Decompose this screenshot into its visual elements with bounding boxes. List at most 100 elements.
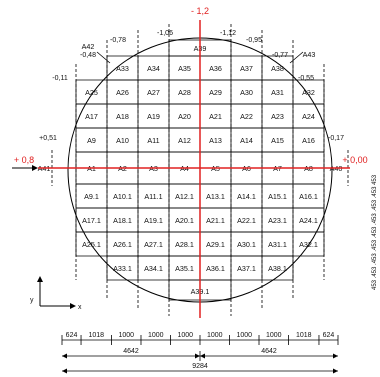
cell-label-row3: A32 bbox=[302, 88, 315, 97]
cell-label-row4: A22 bbox=[240, 112, 253, 121]
offset-right: -0,17 bbox=[328, 135, 344, 142]
cell-label-row2: A34 bbox=[147, 64, 160, 73]
x-axis-arrowhead bbox=[70, 303, 76, 309]
dimension-arrowhead bbox=[333, 353, 338, 359]
cell-label-row7: A14.1 bbox=[237, 192, 256, 201]
cell-label-row8: A22.1 bbox=[237, 216, 256, 225]
cell-label-row4: A20 bbox=[178, 112, 191, 121]
dimension-label-row1: 1000 bbox=[177, 332, 193, 339]
cell-label-row7: A11.1 bbox=[144, 192, 162, 201]
cell-label-row3: A25 bbox=[85, 88, 98, 97]
cell-label-row9: A27.1 bbox=[144, 240, 163, 249]
dimension-label-row1: 1018 bbox=[88, 332, 104, 339]
offset-left-red: + 0,8 bbox=[14, 155, 34, 165]
cell-label-row3: A29 bbox=[209, 88, 222, 97]
cell-label-corner-right: A43 bbox=[303, 50, 316, 59]
offset-upper-right-3: -0,55 bbox=[298, 75, 314, 82]
dimension-label-row2: 4642 bbox=[261, 348, 277, 355]
cell-label-row10: A34.1 bbox=[144, 264, 163, 273]
cell-label-row5: A11 bbox=[147, 136, 159, 145]
dimension-label-row1: 624 bbox=[66, 332, 78, 339]
dimension-label-row1: 1000 bbox=[148, 332, 164, 339]
cell-label-row3: A31 bbox=[271, 88, 284, 97]
cell-label-row4: A24 bbox=[302, 112, 315, 121]
cell-label-row7: A16.1 bbox=[299, 192, 318, 201]
dimension-label-row1: 624 bbox=[323, 332, 335, 339]
cell-label-corner-left: A42 bbox=[82, 42, 95, 51]
y-axis-arrowhead bbox=[37, 276, 43, 282]
cell-label-row4: A23 bbox=[271, 112, 284, 121]
cell-label-row3: A30 bbox=[240, 88, 253, 97]
dimension-label-row1: 1000 bbox=[118, 332, 134, 339]
offset-upper-left-2: -0,48 bbox=[80, 52, 96, 59]
dimension-label-row2: 4642 bbox=[123, 348, 139, 355]
cell-label-row2: A35 bbox=[178, 64, 191, 73]
cell-label-row10: A36.1 bbox=[206, 264, 225, 273]
offset-upper-left-1: -0,78 bbox=[110, 37, 126, 44]
cell-label-row8: A20.1 bbox=[175, 216, 194, 225]
cell-label-row2: A36 bbox=[209, 64, 222, 73]
cell-label-row8: A23.1 bbox=[268, 216, 287, 225]
cell-label-row3: A27 bbox=[147, 88, 160, 97]
cell-label-row3: A28 bbox=[178, 88, 191, 97]
dimension-arrowhead bbox=[200, 353, 205, 359]
cell-label-row7: A9.1 bbox=[84, 192, 99, 201]
cell-label-row9: A25.1 bbox=[82, 240, 101, 249]
offset-top-red: - 1,2 bbox=[191, 6, 209, 16]
cell-label-row2: A33 bbox=[116, 64, 129, 73]
cell-label-row8: A19.1 bbox=[144, 216, 163, 225]
cell-label-row9: A31.1 bbox=[268, 240, 287, 249]
cell-label-row8: A17.1 bbox=[82, 216, 101, 225]
cell-label-row10: A35.1 bbox=[175, 264, 194, 273]
cell-label-row4: A18 bbox=[116, 112, 129, 121]
dimension-label-row1: 1000 bbox=[236, 332, 252, 339]
cell-label-row5: A9 bbox=[87, 136, 96, 145]
cell-label-row10: A37.1 bbox=[237, 264, 256, 273]
cell-label-row8: A18.1 bbox=[113, 216, 132, 225]
offset-right-red: + 0,00 bbox=[342, 155, 367, 165]
cell-label-row5: A15 bbox=[271, 136, 284, 145]
left-arrow-head bbox=[32, 165, 38, 171]
dimension-arrowhead bbox=[62, 353, 67, 359]
cell-label-row9: A29.1 bbox=[206, 240, 225, 249]
cell-label-row10: A33.1 bbox=[113, 264, 132, 273]
cell-label-row2: A38 bbox=[271, 64, 284, 73]
dashed-boundaries bbox=[51, 24, 349, 316]
cell-label-row5: A12 bbox=[178, 136, 191, 145]
dimension-label-row1: 1018 bbox=[296, 332, 312, 339]
side-text: 453 .453 .453 .453 .453 .453 .453 .453 4… bbox=[372, 174, 378, 290]
cell-label-row5: A13 bbox=[209, 136, 222, 145]
offset-left: +0,51 bbox=[39, 135, 57, 142]
cell-label-row4: A19 bbox=[147, 112, 160, 121]
dimension-arrowhead bbox=[195, 353, 200, 359]
offset-upper-right-2: -0,77 bbox=[272, 52, 288, 59]
cell-label-row4: A17 bbox=[85, 112, 98, 121]
dimension-lines: 624 1018 1000 1000 1000 1000 1000 1000 1018 624 46… bbox=[61, 332, 339, 374]
cell-label-row7: A13.1 bbox=[206, 192, 225, 201]
cell-label-row7: A10.1 bbox=[113, 192, 132, 201]
cell-label-row5: A16 bbox=[302, 136, 315, 145]
cell-label-row9: A30.1 bbox=[237, 240, 256, 249]
x-axis-label: x bbox=[78, 304, 82, 311]
cell-label-row4: A21 bbox=[209, 112, 222, 121]
offset-top-1: -1,06 bbox=[157, 30, 173, 37]
cell-label-row8: A24.1 bbox=[299, 216, 318, 225]
cell-label-row9: A26.1 bbox=[113, 240, 132, 249]
y-axis-label: y bbox=[30, 297, 34, 304]
corner-diagonal-right bbox=[289, 51, 304, 64]
cell-label-row5: A14 bbox=[240, 136, 253, 145]
offset-upper-right-1: -0,95 bbox=[246, 37, 262, 44]
cell-label-row7: A15.1 bbox=[268, 192, 287, 201]
cell-label-row9: A28.1 bbox=[175, 240, 194, 249]
corner-diagonal-left bbox=[96, 51, 111, 64]
dimension-arrowhead bbox=[62, 368, 67, 374]
dimension-arrowhead bbox=[333, 368, 338, 374]
offset-upper-left-3: -0,11 bbox=[52, 75, 68, 82]
dimension-label-row1: 1000 bbox=[207, 332, 223, 339]
cell-label-row3: A26 bbox=[116, 88, 129, 97]
cell-label-row5: A10 bbox=[116, 136, 129, 145]
cell-label-row9: A32.1 bbox=[299, 240, 318, 249]
cell-label-row8: A21.1 bbox=[206, 216, 225, 225]
dimension-label-row1: 1000 bbox=[266, 332, 282, 339]
